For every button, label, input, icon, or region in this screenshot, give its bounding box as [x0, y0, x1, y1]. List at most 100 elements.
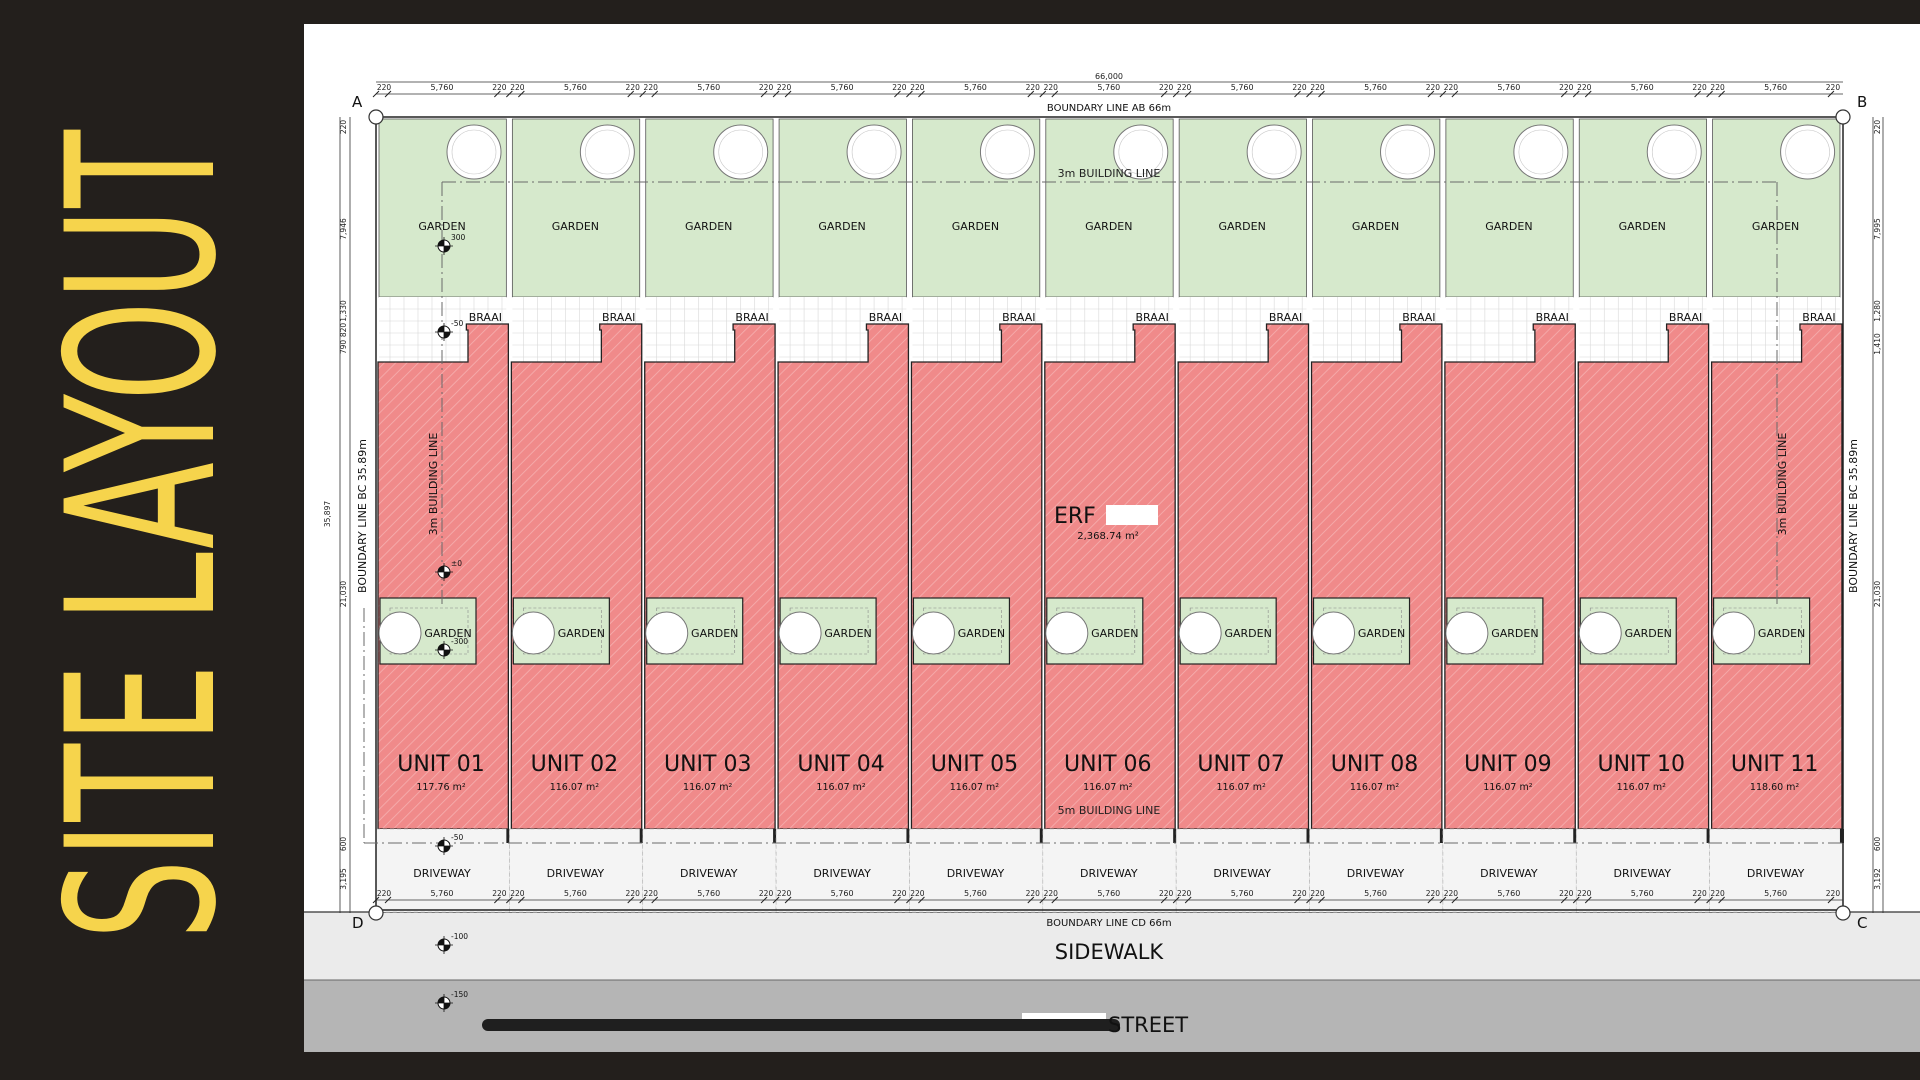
unit-width-dimension: 5,760: [1497, 889, 1520, 898]
left-dimension-text: 820: [339, 323, 348, 338]
tree-icon: [1780, 124, 1836, 180]
unit-08[interactable]: GARDEN GARDEN BRAAI UNIT 08 116.07 m² DRIVEWA…: [1309, 83, 1444, 913]
level-value: -50: [451, 833, 463, 842]
tree-icon: [713, 124, 769, 180]
unit-area: 116.07 m²: [550, 782, 600, 793]
braai-label: BRAAI: [1669, 311, 1702, 324]
wall-dimension: 220: [1692, 889, 1707, 898]
building-lines: [363, 181, 1843, 844]
wall-dimension: 220: [910, 889, 925, 898]
unit-name: UNIT 11: [1731, 752, 1818, 777]
unit-07[interactable]: GARDEN GARDEN BRAAI UNIT 07 116.07 m² DRIVEWA…: [1175, 83, 1311, 913]
unit-05[interactable]: GARDEN GARDEN BRAAI UNIT 05 116.07 m² DRIVEWA…: [909, 83, 1044, 913]
units-layer: GARDEN GARDEN BRAAI UNIT 01 117.76 m² DRIVEWA…: [375, 83, 1844, 913]
wall-dimension: 220: [492, 83, 507, 92]
back-garden-label: GARDEN: [818, 220, 865, 233]
wall-dimension: 220: [1692, 83, 1707, 92]
scroll-bar[interactable]: [482, 1019, 1120, 1031]
unit-area: 116.07 m²: [816, 782, 866, 793]
unit-width-dimension: 5,760: [831, 83, 854, 92]
top-dimensions: [372, 81, 1843, 98]
wall-dimension: 220: [1426, 83, 1441, 92]
boundary-ab-label: BOUNDARY LINE AB 66m: [1047, 103, 1171, 114]
street-label: STREET: [1108, 1013, 1188, 1037]
wall-dimension: 220: [1044, 889, 1059, 898]
corner-label-b: B: [1857, 93, 1867, 111]
front-garden-label: GARDEN: [1758, 627, 1805, 640]
unit-width-dimension: 5,760: [1231, 83, 1254, 92]
boundary-bc-label-left: BOUNDARY LINE BC 35.89m: [356, 439, 369, 593]
wall-dimension: 220: [1310, 83, 1325, 92]
unit-name: UNIT 04: [797, 752, 884, 777]
wall-dimension: 220: [626, 83, 641, 92]
unit-name: UNIT 03: [664, 752, 751, 777]
left-dimension-text: 21,030: [339, 581, 348, 607]
tree-icon: [778, 611, 822, 655]
level-marker-icon: -100: [435, 932, 468, 954]
unit-01[interactable]: GARDEN GARDEN BRAAI UNIT 01 117.76 m² DRIVEWA…: [375, 83, 511, 913]
level-value: -150: [451, 990, 468, 999]
wall-dimension: 220: [510, 83, 525, 92]
driveway: [509, 828, 644, 913]
driveway-label: DRIVEWAY: [1613, 867, 1671, 880]
unit-width-dimension: 5,760: [1097, 889, 1120, 898]
unit-area: 116.07 m²: [950, 782, 1000, 793]
unit-width-dimension: 5,760: [964, 889, 987, 898]
unit-name: UNIT 01: [397, 752, 484, 777]
tree-icon: [1712, 611, 1756, 655]
unit-04[interactable]: GARDEN GARDEN BRAAI UNIT 04 116.07 m² DRIVEWA…: [775, 83, 911, 913]
unit-06[interactable]: GARDEN GARDEN BRAAI UNIT 06 116.07 m² DRIVEWA…: [1042, 83, 1178, 913]
driveway-label: DRIVEWAY: [1747, 867, 1805, 880]
unit-name: UNIT 07: [1197, 752, 1284, 777]
tree-icon: [979, 124, 1035, 180]
front-garden-label: GARDEN: [1491, 627, 1538, 640]
unit-10[interactable]: GARDEN GARDEN BRAAI UNIT 10 116.07 m² DRIVEWA…: [1575, 83, 1711, 913]
back-garden-label: GARDEN: [1085, 220, 1132, 233]
wall-dimension: 220: [1559, 83, 1574, 92]
level-marker-icon: -150: [435, 990, 468, 1012]
wall-dimension: 220: [1310, 889, 1325, 898]
back-garden-label: GARDEN: [1485, 220, 1532, 233]
wall-dimension: 220: [1444, 889, 1459, 898]
wall-dimension: 220: [1559, 889, 1574, 898]
unit-width-dimension: 5,760: [1631, 889, 1654, 898]
wall-dimension: 220: [626, 889, 641, 898]
left-dimension-text: 3,195: [339, 868, 348, 890]
level-value: -50: [451, 319, 463, 328]
level-value: ±0: [451, 559, 462, 568]
building-line-right-label: 3m BUILDING LINE: [1776, 433, 1789, 536]
wall-dimension: 220: [1177, 889, 1192, 898]
unit-09[interactable]: GARDEN GARDEN BRAAI UNIT 09 116.07 m² DRIVEWA…: [1442, 83, 1578, 913]
unit-03[interactable]: GARDEN GARDEN BRAAI UNIT 03 116.07 m² DRIVEWA…: [642, 83, 778, 913]
erf-area: 2,368.74 m²: [1077, 531, 1138, 542]
unit-area: 116.07 m²: [1216, 782, 1266, 793]
unit-width-dimension: 5,760: [1764, 83, 1787, 92]
right-dimension-text: 21,030: [1873, 581, 1882, 607]
driveway-label: DRIVEWAY: [413, 867, 471, 880]
front-garden-label: GARDEN: [691, 627, 738, 640]
wall-dimension: 220: [644, 889, 659, 898]
tree-icon: [1445, 611, 1489, 655]
tree-icon: [446, 124, 502, 180]
braai-label: BRAAI: [1536, 311, 1569, 324]
tree-icon: [1113, 124, 1169, 180]
unit-02[interactable]: GARDEN GARDEN BRAAI UNIT 02 116.07 m² DRIVEWA…: [509, 83, 644, 913]
erf-number-redaction: [1106, 505, 1158, 525]
tree-icon: [645, 611, 689, 655]
right-dimension-text: 1,410: [1873, 333, 1882, 355]
braai-label: BRAAI: [1269, 311, 1302, 324]
wall-dimension: 220: [1292, 83, 1307, 92]
unit-width-dimension: 5,760: [697, 889, 720, 898]
wall-dimension: 220: [1177, 83, 1192, 92]
wall-dimension: 220: [1710, 83, 1725, 92]
front-garden-label: GARDEN: [1625, 627, 1672, 640]
unit-name: UNIT 06: [1064, 752, 1151, 777]
unit-name: UNIT 05: [931, 752, 1018, 777]
driveway-label: DRIVEWAY: [547, 867, 605, 880]
braai-label: BRAAI: [602, 311, 635, 324]
boundary-cd-label: BOUNDARY LINE CD 66m: [1046, 918, 1171, 929]
right-dimension-text: 7,995: [1873, 218, 1882, 240]
back-garden-label: GARDEN: [1752, 220, 1799, 233]
unit-width-dimension: 5,760: [697, 83, 720, 92]
back-garden-label: GARDEN: [685, 220, 732, 233]
